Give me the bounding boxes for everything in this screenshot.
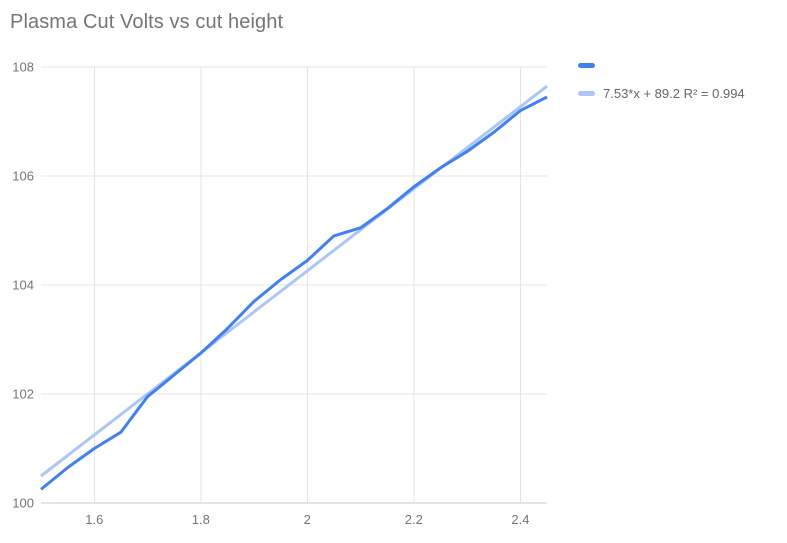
legend-item-trendline[interactable]: 7.53*x + 89.2 R² = 0.994: [578, 86, 745, 101]
y-tick-label: 106: [12, 169, 34, 184]
series-line[interactable]: [40, 95, 548, 491]
series-swatch: [578, 63, 595, 68]
legend-item-series[interactable]: [578, 58, 745, 73]
trendline[interactable]: [40, 85, 548, 478]
legend: 7.53*x + 89.2 R² = 0.994: [578, 58, 745, 114]
trendline-swatch: [578, 91, 595, 96]
y-tick-label: 100: [12, 496, 34, 511]
y-tick-label: 102: [12, 387, 34, 402]
y-tick-label: 104: [12, 278, 34, 293]
y-tick-label: 108: [12, 60, 34, 75]
x-tick-label: 2.4: [511, 512, 529, 527]
chart-title: Plasma Cut Volts vs cut height: [10, 11, 284, 33]
trendline-legend-label: 7.53*x + 89.2 R² = 0.994: [603, 86, 745, 101]
x-tick-label: 1.6: [85, 512, 103, 527]
x-tick-label: 2: [304, 512, 311, 527]
x-tick-label: 1.8: [192, 512, 210, 527]
x-tick-label: 2.2: [405, 512, 423, 527]
